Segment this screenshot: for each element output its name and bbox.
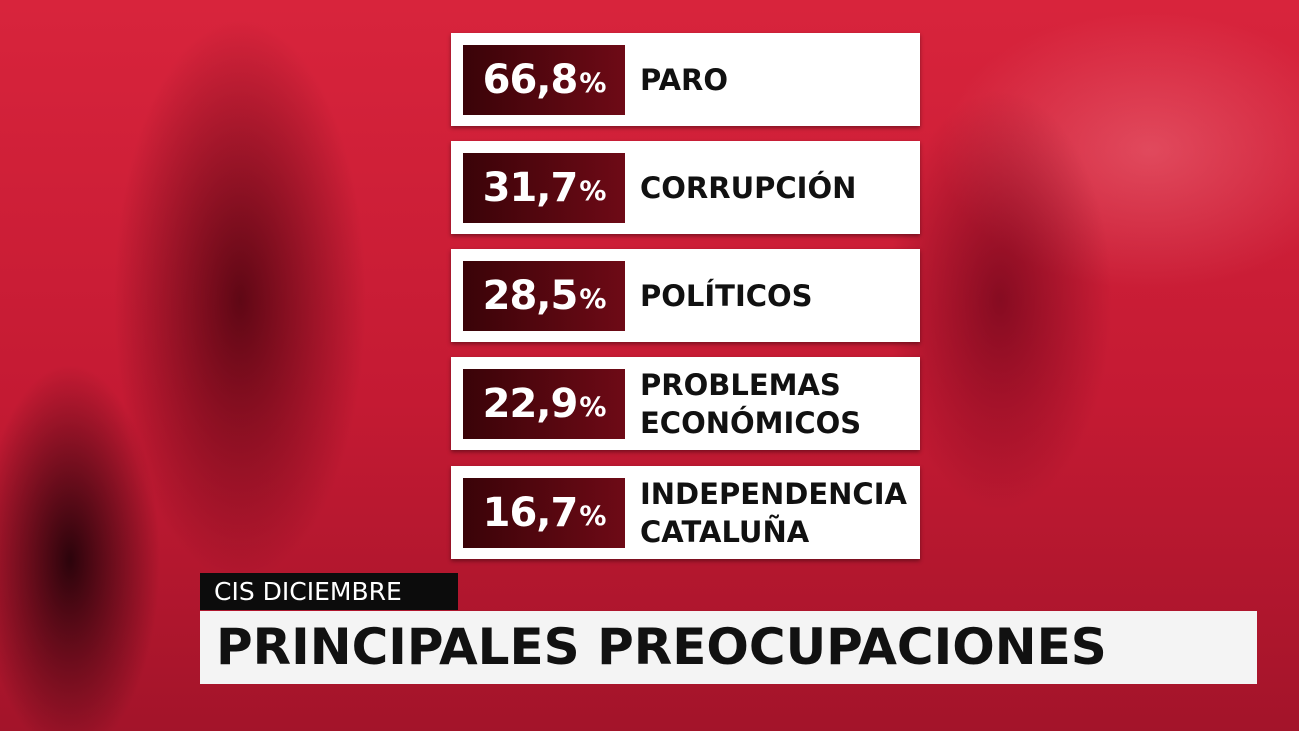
value: 66,8: [482, 57, 579, 103]
title: PRINCIPALES PREOCUPACIONES: [200, 611, 1257, 684]
label-line: PARO: [640, 62, 729, 97]
value: 31,7: [482, 165, 579, 211]
unit: %: [579, 500, 606, 532]
unit: %: [579, 283, 606, 315]
kicker: CIS DICIEMBRE: [200, 573, 458, 610]
label-line: INDEPENDENCIA: [640, 476, 907, 511]
item-card: 22,9% PROBLEMAS ECONÓMICOS: [451, 357, 920, 450]
value-box: 22,9%: [463, 369, 625, 439]
unit: %: [579, 67, 606, 99]
value: 28,5: [482, 273, 579, 319]
unit: %: [579, 391, 606, 423]
value-box: 66,8%: [463, 45, 625, 115]
item-card: 16,7% INDEPENDENCIA CATALUÑA: [451, 466, 920, 559]
label: CORRUPCIÓN: [640, 141, 856, 234]
label: POLÍTICOS: [640, 249, 813, 342]
label-line: CATALUÑA: [640, 514, 810, 549]
label-line: ECONÓMICOS: [640, 405, 862, 440]
value: 16,7: [482, 490, 579, 536]
label-line: PROBLEMAS: [640, 367, 841, 402]
label-line: CORRUPCIÓN: [640, 170, 857, 205]
item-card: 31,7% CORRUPCIÓN: [451, 141, 920, 234]
value-box: 31,7%: [463, 153, 625, 223]
item-card: 66,8% PARO: [451, 33, 920, 126]
value-box: 16,7%: [463, 478, 625, 548]
unit: %: [579, 175, 606, 207]
label: PROBLEMAS ECONÓMICOS: [640, 357, 861, 450]
value-box: 28,5%: [463, 261, 625, 331]
label: PARO: [640, 33, 728, 126]
item-card: 28,5% POLÍTICOS: [451, 249, 920, 342]
label-line: POLÍTICOS: [640, 278, 813, 313]
label: INDEPENDENCIA CATALUÑA: [640, 466, 907, 559]
value: 22,9: [482, 381, 579, 427]
